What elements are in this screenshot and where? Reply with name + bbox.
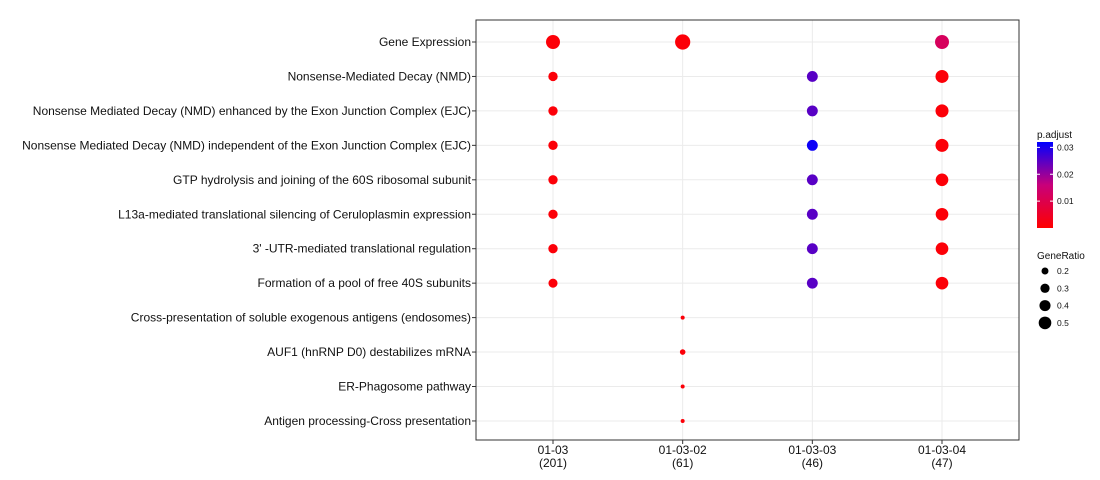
color-legend: p.adjust 0.03 0.02 0.01: [1037, 130, 1074, 228]
grid-lines: [476, 20, 1019, 440]
data-point: [548, 71, 558, 82]
data-point: [935, 138, 949, 152]
data-points: [546, 34, 949, 423]
size-legend: GeneRatio 0.2 0.3 0.4 0.5: [1037, 251, 1085, 330]
data-point: [806, 174, 818, 186]
size-legend-key: [1040, 283, 1050, 293]
data-point: [935, 69, 949, 83]
x-axis: 01-03(201) 01-03-02(61) 01-03-03(46) 01-03-…: [538, 440, 966, 470]
x-tick-count-label: (46): [802, 456, 823, 470]
size-legend-label: 0.4: [1057, 301, 1069, 311]
data-point: [680, 315, 685, 320]
data-point: [806, 243, 818, 255]
data-point: [546, 35, 560, 49]
data-point: [548, 140, 558, 151]
y-tick-label: Nonsense Mediated Decay (NMD) independen…: [22, 138, 471, 152]
y-tick-label: L13a-mediated translational silencing of…: [118, 207, 471, 221]
y-tick-label: 3' -UTR-mediated translational regulatio…: [253, 242, 471, 256]
y-tick-label: Antigen processing-Cross presentation: [264, 414, 471, 428]
y-axis: Gene Expression Nonsense-Mediated Decay (…: [22, 35, 476, 428]
color-legend-ticks: 0.03 0.02 0.01: [1037, 142, 1074, 206]
x-tick-count-label: (47): [931, 456, 952, 470]
data-point: [935, 242, 949, 256]
data-point: [680, 418, 685, 423]
color-legend-bar: [1037, 142, 1053, 228]
data-point: [935, 207, 949, 221]
size-legend-items: 0.2 0.3 0.4 0.5: [1038, 266, 1069, 330]
data-point: [548, 244, 558, 254]
size-legend-label: 0.3: [1057, 283, 1069, 293]
x-tick-count-label: (201): [539, 456, 567, 470]
color-legend-tick-label: 0.02: [1057, 169, 1074, 179]
x-tick-label: 01-03-02: [659, 443, 707, 457]
size-legend-key: [1038, 316, 1052, 330]
data-point: [548, 209, 558, 219]
data-point: [806, 105, 818, 117]
color-legend-tick-label: 0.03: [1057, 142, 1074, 152]
data-point: [935, 276, 949, 290]
data-point: [935, 173, 949, 187]
color-legend-title: p.adjust: [1037, 130, 1072, 141]
data-point: [548, 106, 558, 116]
y-tick-label: Gene Expression: [379, 35, 471, 49]
data-point: [806, 208, 818, 220]
y-tick-label: Cross-presentation of soluble exogenous …: [131, 311, 471, 325]
size-legend-label: 0.2: [1057, 266, 1069, 276]
size-legend-key: [1039, 300, 1051, 312]
size-legend-label: 0.5: [1057, 318, 1069, 328]
y-tick-label: Nonsense-Mediated Decay (NMD): [288, 69, 471, 83]
data-point: [806, 71, 818, 82]
data-point: [935, 35, 949, 49]
y-tick-label: GTP hydrolysis and joining of the 60S ri…: [173, 173, 472, 187]
size-legend-key: [1041, 267, 1049, 275]
data-point: [548, 278, 558, 288]
data-point: [680, 384, 685, 389]
size-legend-title: GeneRatio: [1037, 251, 1085, 262]
x-tick-label: 01-03-03: [788, 443, 836, 457]
plot-panel-border: [475, 19, 1020, 441]
data-point: [806, 277, 818, 289]
data-point: [935, 104, 949, 118]
data-point: [548, 175, 558, 185]
color-legend-tick-label: 0.01: [1057, 196, 1074, 206]
x-tick-label: 01-03-04: [918, 443, 966, 457]
y-tick-label: AUF1 (hnRNP D0) destabilizes mRNA: [267, 345, 471, 359]
data-point: [806, 139, 818, 151]
x-tick-label: 01-03: [538, 443, 569, 457]
data-point: [679, 349, 686, 355]
data-point: [675, 34, 691, 50]
y-tick-label: ER-Phagosome pathway: [338, 380, 471, 394]
y-tick-label: Nonsense Mediated Decay (NMD) enhanced b…: [33, 104, 471, 118]
x-tick-count-label: (61): [672, 456, 693, 470]
y-tick-label: Formation of a pool of free 40S subunits: [258, 276, 471, 290]
